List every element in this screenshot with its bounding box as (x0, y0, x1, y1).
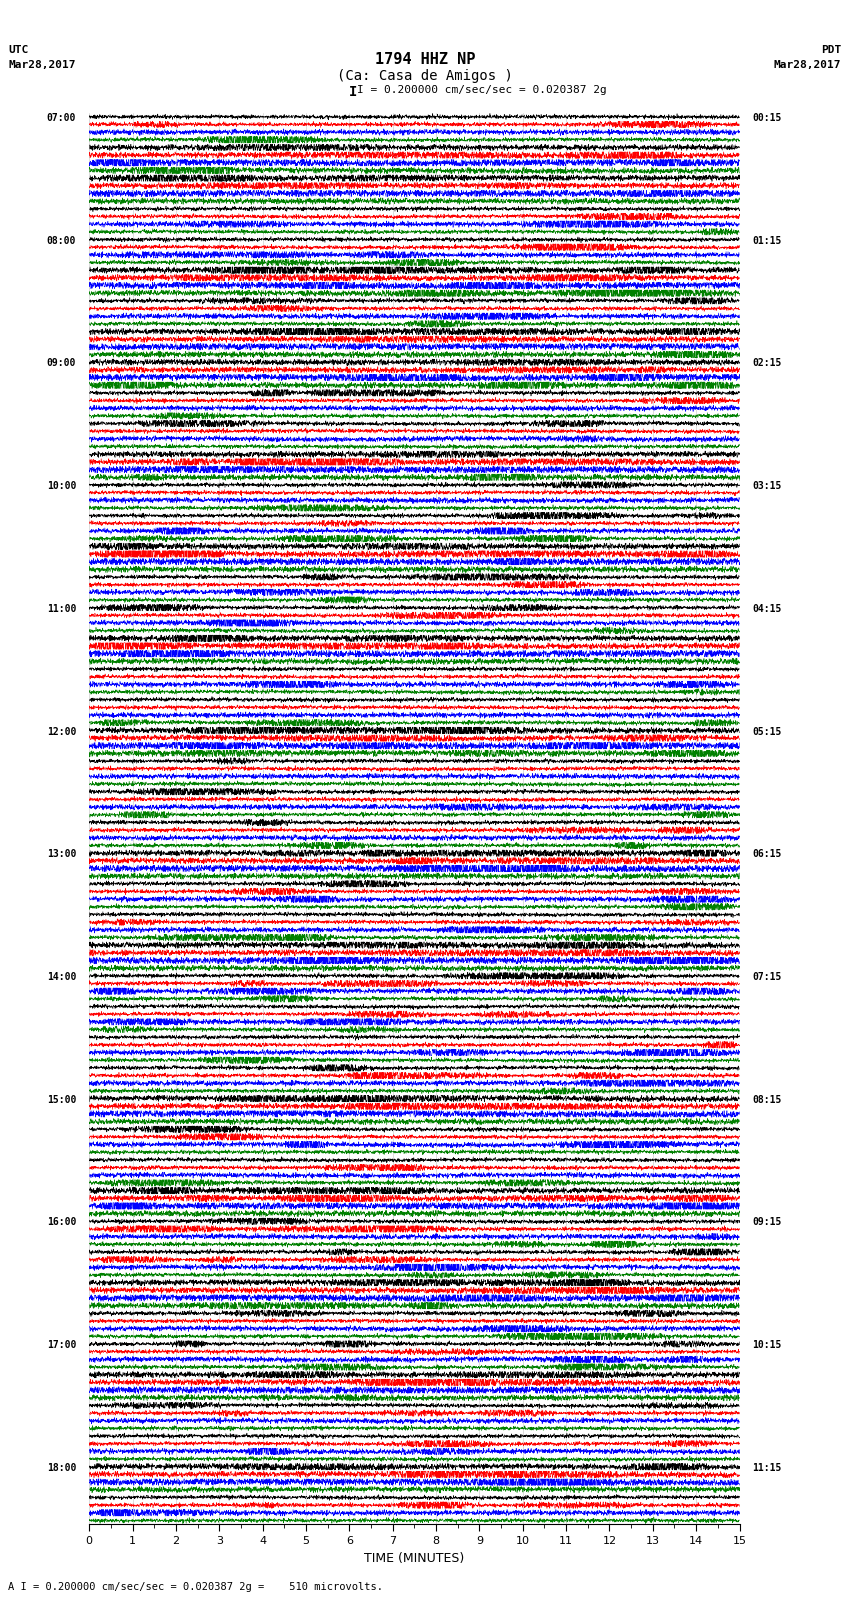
Text: 02:15: 02:15 (752, 358, 782, 368)
Text: 06:15: 06:15 (752, 850, 782, 860)
Text: UTC: UTC (8, 45, 29, 55)
Text: 13:00: 13:00 (47, 850, 76, 860)
Text: 15:00: 15:00 (47, 1095, 76, 1105)
Text: 08:00: 08:00 (47, 235, 76, 245)
Text: (Ca: Casa de Amigos ): (Ca: Casa de Amigos ) (337, 69, 513, 84)
Text: 09:15: 09:15 (752, 1218, 782, 1227)
Text: Mar28,2017: Mar28,2017 (774, 60, 842, 69)
Text: 17:00: 17:00 (47, 1340, 76, 1350)
Text: 08:15: 08:15 (752, 1095, 782, 1105)
Text: 00:15: 00:15 (752, 113, 782, 123)
Text: 05:15: 05:15 (752, 726, 782, 737)
Text: 18:00: 18:00 (47, 1463, 76, 1473)
Text: I: I (348, 85, 357, 100)
X-axis label: TIME (MINUTES): TIME (MINUTES) (365, 1552, 464, 1565)
Text: 10:00: 10:00 (47, 481, 76, 490)
Text: 03:15: 03:15 (752, 481, 782, 490)
Text: 01:15: 01:15 (752, 235, 782, 245)
Text: 04:15: 04:15 (752, 603, 782, 615)
Text: Mar28,2017: Mar28,2017 (8, 60, 76, 69)
Text: 10:15: 10:15 (752, 1340, 782, 1350)
Text: A I = 0.200000 cm/sec/sec = 0.020387 2g =    510 microvolts.: A I = 0.200000 cm/sec/sec = 0.020387 2g … (8, 1582, 383, 1592)
Text: 12:00: 12:00 (47, 726, 76, 737)
Text: 16:00: 16:00 (47, 1218, 76, 1227)
Text: I = 0.200000 cm/sec/sec = 0.020387 2g: I = 0.200000 cm/sec/sec = 0.020387 2g (357, 85, 607, 95)
Text: 07:15: 07:15 (752, 973, 782, 982)
Text: 09:00: 09:00 (47, 358, 76, 368)
Text: 11:00: 11:00 (47, 603, 76, 615)
Text: 11:15: 11:15 (752, 1463, 782, 1473)
Text: 1794 HHZ NP: 1794 HHZ NP (375, 52, 475, 66)
Text: 07:00: 07:00 (47, 113, 76, 123)
Text: 14:00: 14:00 (47, 973, 76, 982)
Text: PDT: PDT (821, 45, 842, 55)
